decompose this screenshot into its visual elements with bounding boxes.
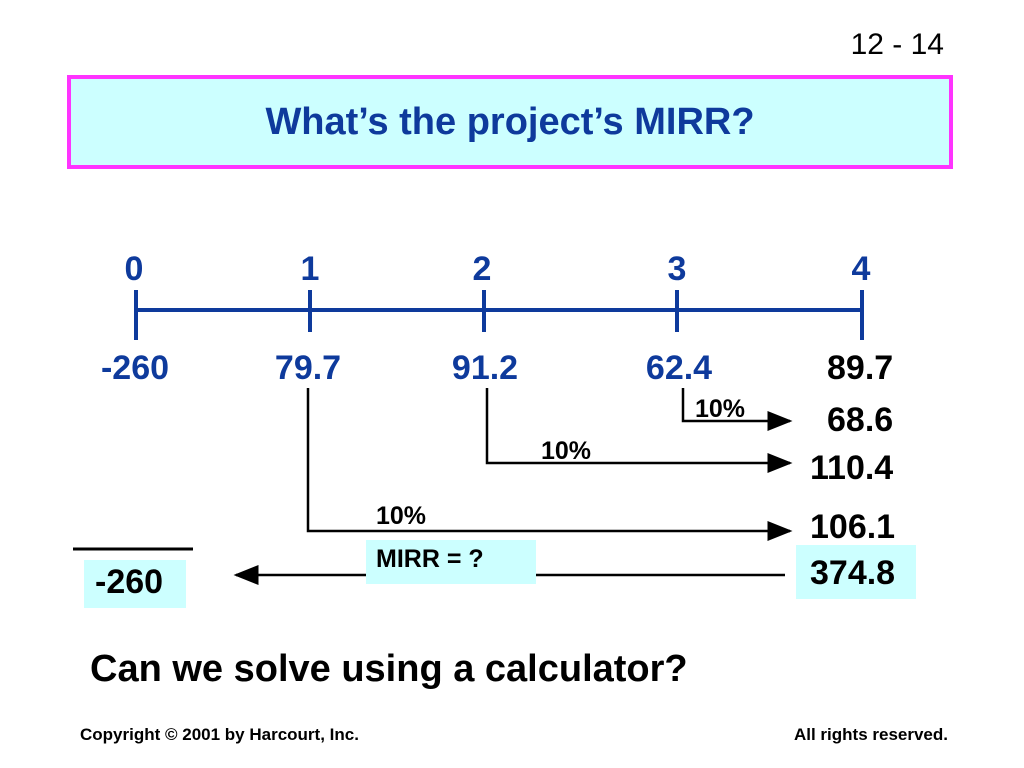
period-label: 3	[667, 250, 687, 288]
mirr-label: MIRR = ?	[376, 545, 484, 573]
period-label: 2	[472, 250, 492, 288]
future-value: 68.6	[827, 401, 894, 439]
cash-flow: -260	[100, 349, 170, 387]
arrow-cf1	[306, 388, 793, 541]
terminal-value-highlight	[796, 545, 916, 599]
period-label: 0	[124, 250, 144, 288]
cash-flow: 91.2	[451, 349, 519, 387]
question-text: Can we solve using a calculator?	[90, 648, 688, 690]
slide-number: 12 - 14	[850, 28, 944, 61]
slide-title: What’s the project’s MIRR?	[265, 100, 755, 143]
arrow-cf3	[681, 388, 793, 431]
cash-flow: 79.7	[274, 349, 342, 387]
rate-label: 10%	[541, 437, 592, 465]
present-value: -260	[95, 563, 164, 601]
mirr-highlight	[366, 540, 536, 584]
footer-rights: All rights reserved.	[793, 725, 948, 744]
title-box: What’s the project’s MIRR?	[67, 75, 953, 169]
terminal-value: 374.8	[810, 554, 896, 592]
present-value-highlight	[84, 560, 186, 608]
cash-flow-final: 89.7	[827, 349, 894, 387]
rate-label: 10%	[695, 395, 746, 423]
future-value: 110.4	[810, 449, 894, 487]
rate-label: 10%	[376, 502, 427, 530]
period-label: 4	[851, 250, 871, 288]
arrow-cf2	[485, 388, 793, 473]
footer-copyright: Copyright © 2001 by Harcourt, Inc.	[80, 725, 359, 744]
future-value: 106.1	[810, 508, 896, 546]
cash-flow: 62.4	[645, 349, 713, 387]
period-label: 1	[300, 250, 320, 288]
